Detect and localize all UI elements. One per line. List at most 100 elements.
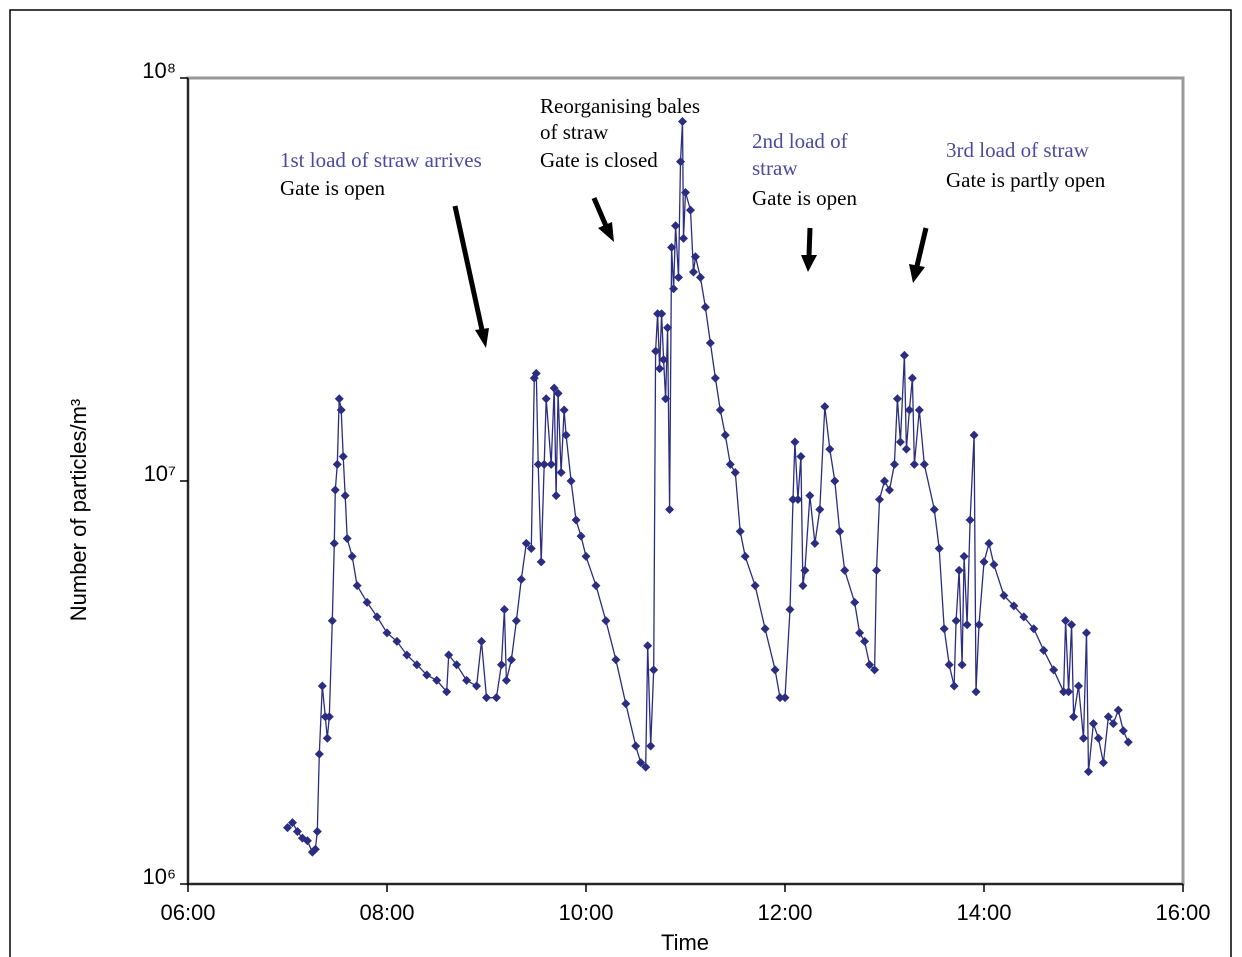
data-point xyxy=(907,373,917,383)
data-point xyxy=(825,444,835,454)
data-point xyxy=(676,157,686,167)
data-point xyxy=(452,660,462,670)
x-tick-label: 06:00 xyxy=(160,900,215,925)
data-point xyxy=(611,655,621,665)
frame xyxy=(9,9,1232,957)
data-point xyxy=(1108,719,1118,729)
data-point xyxy=(422,670,432,680)
data-point xyxy=(332,459,342,469)
data-point xyxy=(1123,737,1133,747)
data-point xyxy=(1059,687,1069,697)
data-point xyxy=(292,826,302,836)
x-tick-label: 16:00 xyxy=(1155,900,1210,925)
data-point xyxy=(312,826,322,836)
data-point xyxy=(979,557,989,567)
data-point xyxy=(880,476,889,486)
x-tick-label: 08:00 xyxy=(359,900,414,925)
data-point xyxy=(1088,719,1098,729)
y-tick-label: 10⁸ xyxy=(142,58,176,83)
annotation: 2nd load of xyxy=(752,129,848,153)
data-point xyxy=(322,733,332,743)
data-point xyxy=(432,675,442,685)
annotation: Gate is open xyxy=(280,176,385,200)
data-point xyxy=(310,844,320,854)
data-point xyxy=(631,741,641,751)
data-point xyxy=(860,636,870,646)
data-point xyxy=(730,467,740,477)
data-point xyxy=(506,655,516,665)
data-point xyxy=(855,628,865,638)
data-point xyxy=(685,205,695,215)
data-point xyxy=(999,590,1009,600)
data-point xyxy=(949,681,959,691)
data-point xyxy=(1081,628,1091,638)
data-point xyxy=(705,338,715,348)
data-point xyxy=(541,394,551,404)
data-point xyxy=(553,388,563,398)
data-point xyxy=(501,675,511,685)
annotation: Gate is closed xyxy=(540,148,658,172)
data-point xyxy=(872,565,882,575)
data-point xyxy=(1009,601,1019,611)
data-point xyxy=(334,394,344,404)
data-point xyxy=(919,459,929,469)
data-point xyxy=(965,515,975,525)
data-point xyxy=(984,538,994,548)
data-point xyxy=(780,693,790,703)
y-tick-label: 10⁶ xyxy=(142,864,176,889)
data-point xyxy=(636,758,646,768)
data-point xyxy=(526,543,536,553)
data-point xyxy=(770,665,780,675)
data-point xyxy=(962,620,972,630)
data-point xyxy=(760,624,770,634)
data-point xyxy=(1067,620,1077,630)
data-point xyxy=(750,581,760,591)
data-point xyxy=(785,604,795,614)
data-point xyxy=(342,533,352,543)
data-point xyxy=(914,405,924,415)
data-point xyxy=(472,681,482,691)
data-point xyxy=(521,538,531,548)
data-point xyxy=(549,383,559,393)
series-line xyxy=(287,121,1129,854)
data-point xyxy=(889,459,899,469)
data-point xyxy=(796,452,806,462)
annotation: Reorganising bales xyxy=(540,94,700,118)
data-point xyxy=(798,581,808,591)
data-point xyxy=(559,405,569,415)
data-point xyxy=(939,624,949,634)
data-point xyxy=(850,597,860,607)
data-point xyxy=(314,749,324,759)
data-point xyxy=(659,355,669,365)
annotation: straw xyxy=(752,156,798,180)
data-point xyxy=(330,485,340,495)
data-point xyxy=(678,116,688,126)
data-point xyxy=(1103,712,1113,722)
y-axis-title: Number of particles/m³ xyxy=(66,399,91,622)
data-point xyxy=(665,504,675,514)
data-point xyxy=(820,402,830,412)
data-point xyxy=(462,675,472,685)
data-point xyxy=(539,459,549,469)
data-point xyxy=(531,368,541,378)
data-point xyxy=(969,430,979,440)
data-point xyxy=(663,323,673,333)
data-point xyxy=(324,712,334,722)
data-point xyxy=(491,693,501,703)
data-point xyxy=(892,394,902,404)
x-tick-label: 14:00 xyxy=(956,900,1011,925)
data-point xyxy=(338,452,348,462)
data-point xyxy=(679,233,689,243)
data-point xyxy=(477,636,487,646)
data-point xyxy=(810,538,820,548)
data-point xyxy=(340,491,350,501)
data-point xyxy=(556,467,566,477)
data-point xyxy=(671,221,681,231)
arrow-heads xyxy=(475,222,925,348)
data-point xyxy=(899,350,909,360)
x-tick-label: 10:00 xyxy=(558,900,613,925)
data-point xyxy=(546,459,556,469)
data-point xyxy=(954,565,964,575)
data-point xyxy=(815,504,825,514)
